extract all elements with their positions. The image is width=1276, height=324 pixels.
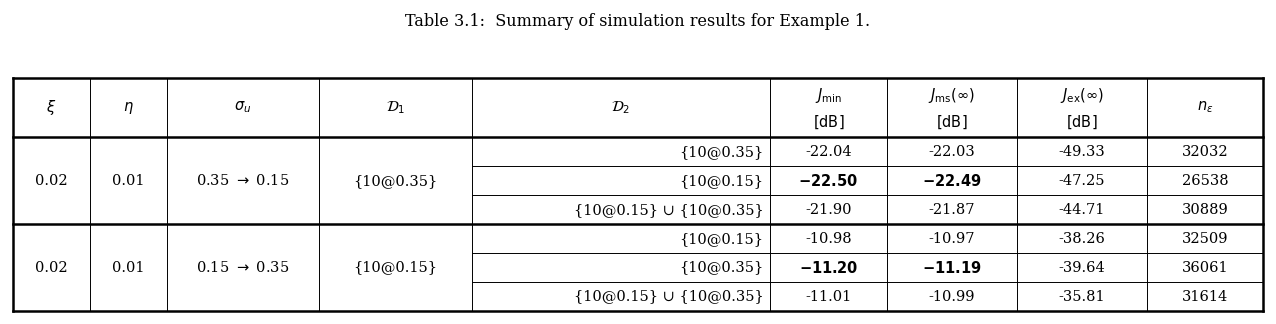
Text: -47.25: -47.25 [1058, 174, 1105, 188]
Text: $\mathbf{-22.49}$: $\mathbf{-22.49}$ [921, 173, 981, 189]
Text: 31614: 31614 [1182, 290, 1228, 304]
Text: $\sigma_u$: $\sigma_u$ [235, 100, 251, 115]
Text: 0.02: 0.02 [34, 260, 68, 275]
Text: $[\mathrm{dB}]$: $[\mathrm{dB}]$ [935, 114, 967, 131]
Text: -39.64: -39.64 [1058, 260, 1105, 275]
Text: {10@0.15} ∪ {10@0.35}: {10@0.15} ∪ {10@0.35} [574, 202, 764, 217]
Text: Table 3.1:  Summary of simulation results for Example 1.: Table 3.1: Summary of simulation results… [406, 13, 870, 30]
Text: -10.97: -10.97 [929, 232, 975, 246]
Text: -10.98: -10.98 [805, 232, 851, 246]
Text: 0.35 $\rightarrow$ 0.15: 0.35 $\rightarrow$ 0.15 [197, 173, 290, 188]
Text: -10.99: -10.99 [929, 290, 975, 304]
Text: $\mathbf{-11.20}$: $\mathbf{-11.20}$ [799, 260, 857, 276]
Text: {10@0.35}: {10@0.35} [679, 260, 764, 275]
Text: -11.01: -11.01 [805, 290, 851, 304]
Text: $[\mathrm{dB}]$: $[\mathrm{dB}]$ [813, 114, 843, 131]
Text: $J_{\mathrm{ex}}(\infty)$: $J_{\mathrm{ex}}(\infty)$ [1059, 86, 1104, 105]
Text: {10@0.35}: {10@0.35} [679, 145, 764, 159]
Text: -44.71: -44.71 [1058, 202, 1105, 217]
Text: 0.15 $\rightarrow$ 0.35: 0.15 $\rightarrow$ 0.35 [197, 260, 290, 275]
Text: 30889: 30889 [1182, 202, 1229, 217]
Text: -49.33: -49.33 [1058, 145, 1105, 159]
Text: $\mathcal{D}_2$: $\mathcal{D}_2$ [611, 99, 630, 116]
Text: $\xi$: $\xi$ [46, 98, 56, 117]
Text: 26538: 26538 [1182, 174, 1229, 188]
Text: {10@0.35}: {10@0.35} [353, 174, 438, 188]
Text: -22.03: -22.03 [928, 145, 975, 159]
Text: $\mathbf{-22.50}$: $\mathbf{-22.50}$ [799, 173, 859, 189]
Text: -21.90: -21.90 [805, 202, 851, 217]
Text: $\eta$: $\eta$ [122, 99, 134, 115]
Text: $\mathcal{D}_1$: $\mathcal{D}_1$ [385, 99, 404, 116]
Text: $\mathbf{-11.19}$: $\mathbf{-11.19}$ [921, 260, 981, 276]
Text: 0.01: 0.01 [112, 174, 144, 188]
Text: {10@0.15}: {10@0.15} [680, 232, 764, 246]
Text: -38.26: -38.26 [1058, 232, 1105, 246]
Text: -22.04: -22.04 [805, 145, 851, 159]
Text: {10@0.15}: {10@0.15} [353, 260, 438, 275]
Text: 32509: 32509 [1182, 232, 1228, 246]
Text: 0.01: 0.01 [112, 260, 144, 275]
Text: $n_\epsilon$: $n_\epsilon$ [1197, 100, 1213, 115]
Text: {10@0.15} ∪ {10@0.35}: {10@0.15} ∪ {10@0.35} [574, 290, 764, 304]
Text: 32032: 32032 [1182, 145, 1229, 159]
Text: {10@0.15}: {10@0.15} [680, 174, 764, 188]
Text: $[\mathrm{dB}]$: $[\mathrm{dB}]$ [1065, 114, 1097, 131]
Text: $J_{\min}$: $J_{\min}$ [814, 86, 842, 105]
Text: 36061: 36061 [1182, 260, 1229, 275]
Text: $J_{\mathrm{ms}}(\infty)$: $J_{\mathrm{ms}}(\infty)$ [928, 86, 975, 105]
Text: -21.87: -21.87 [929, 202, 975, 217]
Text: -35.81: -35.81 [1058, 290, 1105, 304]
Text: 0.02: 0.02 [34, 174, 68, 188]
